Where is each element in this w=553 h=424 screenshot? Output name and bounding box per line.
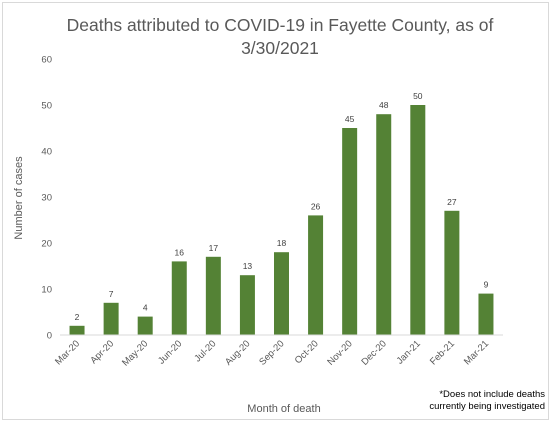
- y-tick-label: 30: [41, 193, 52, 204]
- x-tick-label: May-20: [120, 338, 150, 368]
- x-tick-label: Jan-21: [395, 338, 423, 366]
- bar: [274, 252, 289, 335]
- x-tick-label: Dec-20: [359, 338, 388, 367]
- x-axis-label: Month of death: [247, 403, 320, 415]
- y-tick-label: 60: [41, 55, 52, 66]
- bar: [205, 256, 221, 335]
- footnote-line-1: *Does not include deaths: [439, 389, 545, 400]
- data-label: 50: [413, 91, 423, 101]
- footnote-line-2: currently being investigated: [429, 401, 545, 412]
- data-label: 45: [345, 114, 355, 124]
- bar: [103, 302, 119, 335]
- x-tick-label: Feb-21: [428, 338, 457, 367]
- x-tick-label: Apr-20: [88, 338, 116, 366]
- x-tick-label: Jul-20: [192, 338, 218, 364]
- chart-title: Deaths attributed to COVID-19 in Fayette…: [66, 15, 494, 58]
- data-label: 27: [447, 197, 457, 207]
- bar: [308, 215, 324, 335]
- x-tick-label: Jun-20: [156, 338, 184, 366]
- data-label: 17: [209, 243, 219, 253]
- bar: [410, 105, 426, 335]
- x-tick-label: Sep-20: [257, 338, 286, 367]
- data-label: 48: [379, 100, 389, 110]
- data-label: 13: [243, 261, 253, 271]
- bars: [69, 105, 494, 335]
- x-tick-label: Mar-20: [53, 338, 82, 367]
- bar: [444, 210, 460, 335]
- data-label: 4: [143, 303, 148, 313]
- data-label: 18: [277, 238, 287, 248]
- bar: [478, 293, 494, 335]
- x-axis: Mar-20 Apr-20 May-20 Jun-20 Jul-20 Aug-20 Sep-…: [53, 334, 503, 369]
- bar: [171, 261, 187, 335]
- y-axis: 0 10 20 30 40 50 60: [41, 55, 52, 342]
- data-label: 2: [75, 312, 80, 322]
- x-tick-label: Nov-20: [325, 338, 354, 367]
- data-label: 9: [484, 280, 489, 290]
- bar: [137, 316, 153, 335]
- bar: [239, 275, 255, 335]
- y-tick-label: 0: [47, 331, 52, 342]
- y-tick-label: 10: [41, 285, 52, 296]
- y-tick-label: 50: [41, 101, 52, 112]
- bar: [342, 128, 358, 335]
- y-tick-label: 40: [41, 147, 52, 158]
- data-label: 7: [109, 289, 114, 299]
- data-label: 26: [311, 201, 321, 211]
- footnote: *Does not include deaths currently being…: [429, 389, 545, 413]
- x-tick-label: Mar-21: [462, 338, 491, 367]
- bar: [69, 325, 85, 335]
- bar: [376, 114, 392, 335]
- x-tick-label: Aug-20: [223, 338, 252, 367]
- x-tick-label: Oct-20: [293, 338, 321, 366]
- y-axis-label: Number of cases: [13, 156, 25, 240]
- y-tick-label: 20: [41, 239, 52, 250]
- data-label: 16: [175, 247, 185, 257]
